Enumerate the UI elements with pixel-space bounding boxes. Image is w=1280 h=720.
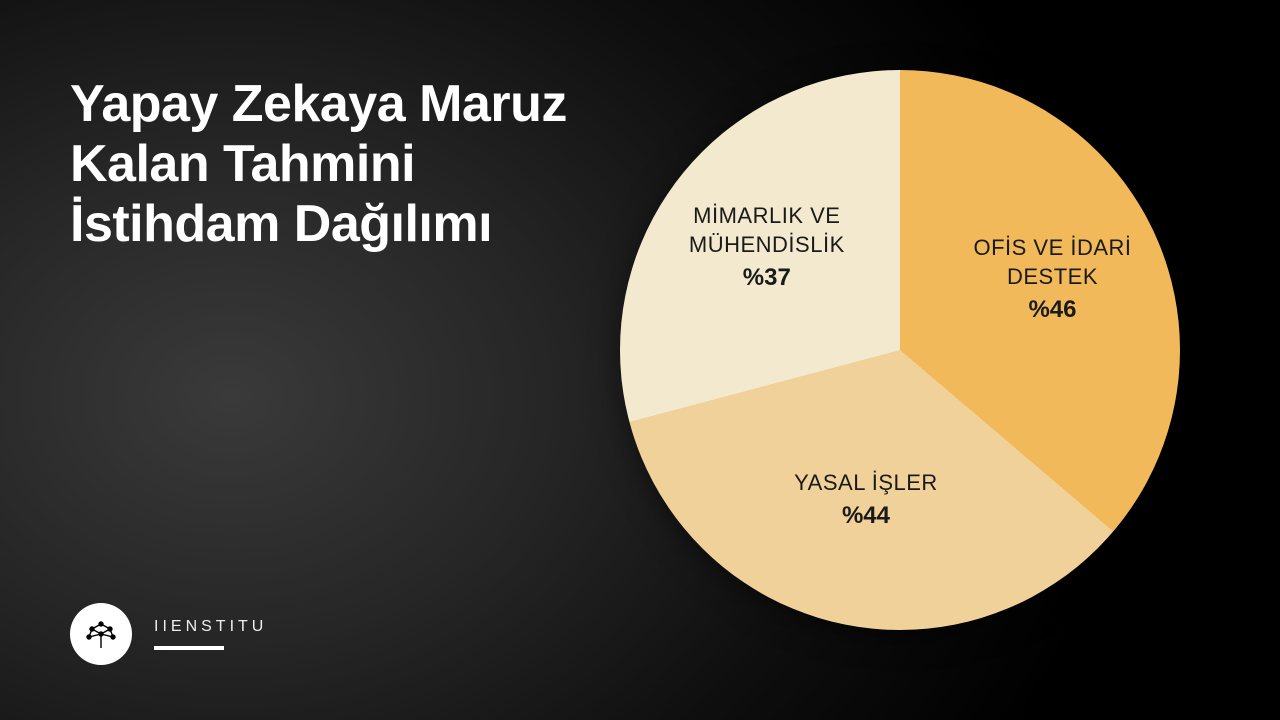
brand-underline <box>154 646 224 650</box>
pie-body <box>620 70 1180 630</box>
slice-label: YASAL İŞLER%44 <box>794 468 938 532</box>
brand-block: IIENSTITU <box>70 603 267 665</box>
brand-name: IIENSTITU <box>154 618 267 636</box>
slice-label: MİMARLIK VE MÜHENDİSLİK%37 <box>689 201 845 295</box>
slice-label-name: YASAL İŞLER <box>794 468 938 498</box>
pie-chart: OFİS VE İDARİ DESTEK%46 YASAL İŞLER%44 MİM… <box>620 70 1180 630</box>
brand-text-wrap: IIENSTITU <box>154 618 267 650</box>
slice-label-name: MİMARLIK VE MÜHENDİSLİK <box>689 201 845 260</box>
slice-label-percent: %44 <box>794 500 938 532</box>
slice-label-percent: %37 <box>689 262 845 294</box>
slice-label-name: OFİS VE İDARİ DESTEK <box>973 233 1131 292</box>
slice-label-percent: %46 <box>973 294 1131 326</box>
slice-label: OFİS VE İDARİ DESTEK%46 <box>973 233 1131 327</box>
page-title: Yapay Zekaya Maruz Kalan Tahmini İstihda… <box>70 75 590 254</box>
brand-logo-icon <box>70 603 132 665</box>
